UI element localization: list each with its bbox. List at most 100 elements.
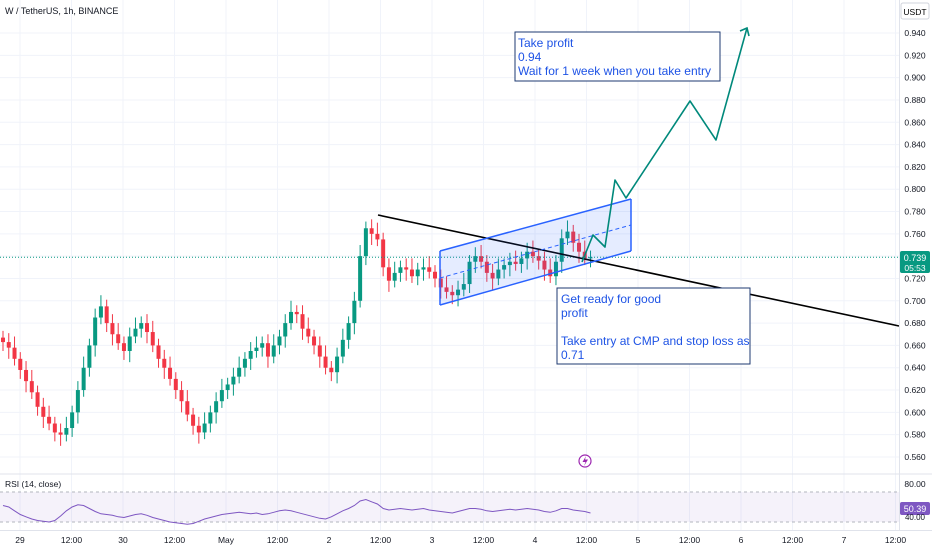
candle-body [1, 337, 5, 343]
price-tick-label: 0.600 [904, 407, 926, 417]
time-tick-label: 4 [533, 535, 538, 545]
price-tick-label: 0.880 [904, 95, 926, 105]
candle-body [214, 401, 219, 413]
note-line: 0.94 [518, 50, 542, 64]
candle-body [530, 251, 535, 257]
candle-body [139, 323, 144, 329]
time-tick-label: 12:00 [61, 535, 83, 545]
candle-body [577, 242, 581, 252]
time-tick-label: 5 [636, 535, 641, 545]
candle-body [433, 271, 437, 279]
candle-body [513, 261, 518, 264]
candle-body [381, 239, 386, 268]
candle-body [231, 376, 236, 385]
projection-path [581, 27, 748, 263]
candle-body [277, 336, 282, 346]
take-profit-note[interactable]: Take profit 0.94 Wait for 1 week when yo… [514, 31, 721, 82]
price-tick-label: 0.640 [904, 363, 926, 373]
candle-body [548, 269, 553, 277]
candle-body [571, 231, 576, 243]
price-tick-label: 0.580 [904, 430, 926, 440]
currency-box[interactable] [900, 2, 930, 20]
candle-body [444, 287, 449, 292]
trendline [377, 214, 900, 327]
candle-body [81, 367, 86, 391]
candle-body [553, 261, 558, 277]
time-tick-label: 12:00 [267, 535, 289, 545]
candle-body [427, 267, 432, 272]
candle-body [386, 267, 391, 281]
candle-body [225, 384, 230, 391]
entry-note[interactable]: Get ready for good profit Take entry at … [556, 287, 751, 365]
candle-body [392, 272, 397, 281]
candle-body [41, 406, 46, 417]
time-tick-label: 12:00 [370, 535, 392, 545]
candle-body [588, 257, 593, 259]
candle-body [93, 317, 98, 346]
price-label-box [900, 251, 930, 273]
candle-body [358, 256, 363, 301]
time-tick-label: 3 [430, 535, 435, 545]
candle-body [438, 278, 443, 288]
candle-body [450, 291, 455, 296]
candle-body [127, 336, 132, 351]
candle-body [173, 378, 178, 391]
candle-body [265, 343, 270, 357]
rsi-value: 50.39 [904, 504, 927, 514]
price-tick-label: 0.780 [904, 207, 926, 217]
candle-body [75, 390, 80, 413]
candle-body [415, 269, 420, 277]
candle-body [565, 231, 570, 239]
candle-body [300, 314, 305, 329]
candle-body [35, 392, 40, 407]
candle-body [145, 323, 149, 333]
candle-body [168, 367, 173, 379]
candle-body [542, 260, 547, 270]
price-tick-label: 0.860 [904, 117, 926, 127]
candle-body [52, 423, 57, 433]
rsi-label[interactable]: RSI (14, close) [5, 479, 61, 489]
rsi-band [0, 492, 899, 522]
time-axis[interactable]: 29 12:00 30 12:00 May 12:00 2 12:00 3 12:00 4 12:00… [0, 530, 932, 546]
candle-body [29, 381, 34, 393]
price-axis[interactable]: 0.940 0.920 0.900 0.880 0.860 0.840 0.820 0.800… [899, 0, 931, 530]
time-tick-label: 29 [15, 535, 25, 545]
time-tick-label: 12:00 [885, 535, 907, 545]
candle-body [479, 256, 484, 262]
channel-upper [439, 198, 632, 252]
candle-body [335, 356, 340, 373]
candle-body [196, 425, 201, 433]
flash-icon[interactable] [578, 454, 592, 468]
candle-body [369, 228, 374, 234]
symbol-title[interactable]: W / TetherUS, 1h, BINANCE [5, 6, 118, 16]
note-line: Wait for 1 week when you take entry [518, 64, 711, 78]
time-tick-label: 2 [327, 535, 332, 545]
note-line: 0.71 [561, 348, 585, 362]
current-price-label: 0.739 [904, 253, 927, 263]
candle-body [237, 367, 242, 377]
candle-body [121, 343, 126, 351]
note-line: Take profit [518, 36, 574, 50]
price-tick-label: 0.620 [904, 385, 926, 395]
candle-body [208, 412, 213, 424]
candle-body [421, 267, 426, 270]
candle-body [133, 328, 138, 337]
candle-body [484, 261, 489, 273]
candle-body [467, 261, 472, 285]
rsi-level-high: 80.00 [904, 479, 926, 489]
rsi-line [2, 498, 591, 525]
price-tick-label: 0.660 [904, 340, 926, 350]
time-tick-label: 12:00 [473, 535, 495, 545]
candle-body [525, 251, 530, 259]
candle-body [519, 258, 524, 264]
candle-body [283, 323, 288, 337]
candle-body [340, 339, 345, 357]
candle-body [64, 427, 69, 435]
time-tick-label: 30 [118, 535, 128, 545]
candle-body [312, 336, 317, 346]
candle-body [306, 328, 311, 337]
price-tick-label: 0.680 [904, 318, 926, 328]
candle-body [242, 358, 247, 368]
candle-body [219, 390, 224, 402]
candle-body [329, 367, 334, 373]
